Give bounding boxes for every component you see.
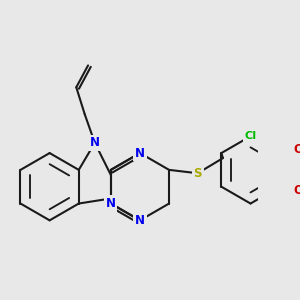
Text: S: S: [194, 167, 202, 180]
Text: N: N: [90, 136, 100, 149]
Text: N: N: [135, 214, 145, 227]
Text: O: O: [293, 184, 300, 196]
Text: Cl: Cl: [244, 131, 256, 141]
Text: N: N: [106, 197, 116, 210]
Text: O: O: [293, 143, 300, 156]
Text: N: N: [135, 147, 145, 160]
